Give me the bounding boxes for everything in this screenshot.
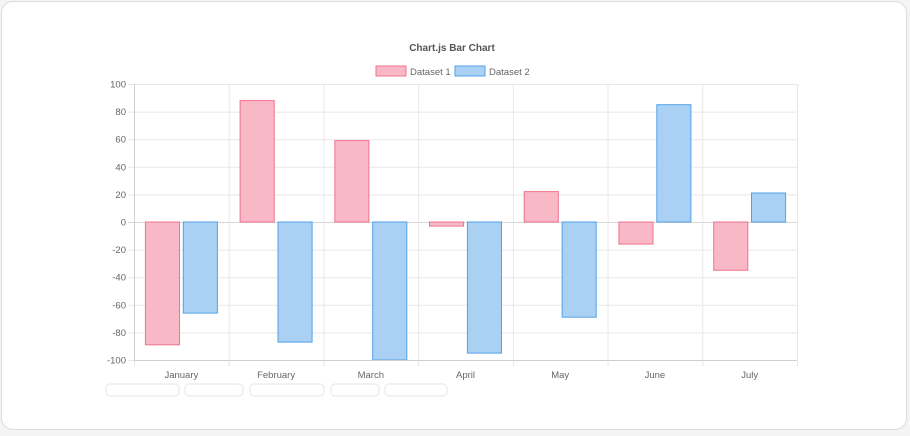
bar-dataset-1-february[interactable]	[239, 100, 275, 223]
bars	[144, 100, 787, 361]
y-tick-label: -80	[112, 328, 126, 339]
chart-title: Chart.js Bar Chart	[409, 43, 495, 54]
axes: 100 80 60 40 20 0 -20 -40 -60 -80 -100 January Febru…	[107, 80, 797, 381]
y-tick-label: -100	[107, 356, 126, 367]
y-tick-label: 0	[121, 218, 126, 229]
legend-swatch-dataset-1[interactable]	[375, 65, 407, 77]
bar-dataset-1-july[interactable]	[713, 221, 749, 271]
y-tick-label: 20	[115, 190, 126, 201]
placeholder-button-4[interactable]	[330, 383, 380, 397]
y-tick-label: -60	[112, 300, 126, 311]
bar-dataset-2-july[interactable]	[751, 192, 787, 223]
x-tick-label: January	[164, 370, 198, 381]
bar-dataset-2-february[interactable]	[277, 221, 313, 343]
y-tick-label: -20	[112, 245, 126, 256]
toolbar-placeholders	[105, 383, 448, 397]
bar-dataset-2-april[interactable]	[466, 221, 502, 354]
y-tick-label: 100	[110, 80, 126, 91]
y-tick-label: 40	[115, 162, 126, 173]
bar-dataset-2-june[interactable]	[656, 104, 692, 223]
x-tick-label: May	[551, 370, 569, 381]
legend-swatch-dataset-2[interactable]	[454, 65, 486, 77]
x-tick-label: July	[741, 370, 758, 381]
y-tick-label: 80	[115, 107, 126, 118]
placeholder-button-5[interactable]	[384, 383, 448, 397]
y-tick-label: -40	[112, 273, 126, 284]
x-tick-label: February	[257, 370, 295, 381]
bar-chart: Chart.js Bar Chart Dataset 1 Dataset 2 1…	[105, 43, 798, 397]
placeholder-button-3[interactable]	[249, 383, 325, 397]
legend-label-dataset-1[interactable]: Dataset 1	[410, 67, 451, 78]
bar-dataset-2-may[interactable]	[561, 221, 597, 318]
legend-label-dataset-2[interactable]: Dataset 2	[489, 67, 530, 78]
chart-card: Chart.js Bar Chart Dataset 1 Dataset 2 1…	[1, 1, 907, 430]
bar-dataset-1-march[interactable]	[334, 140, 370, 223]
chart-legend: Dataset 1 Dataset 2	[375, 65, 530, 78]
y-tick-label: 60	[115, 135, 126, 146]
x-tick-label: March	[358, 370, 384, 381]
placeholder-button-1[interactable]	[105, 383, 180, 397]
placeholder-button-2[interactable]	[184, 383, 244, 397]
bar-dataset-2-january[interactable]	[182, 221, 218, 314]
bar-dataset-1-january[interactable]	[144, 221, 180, 346]
x-tick-label: June	[645, 370, 666, 381]
bar-dataset-2-march[interactable]	[372, 221, 408, 361]
bar-dataset-1-april[interactable]	[429, 221, 465, 227]
bar-dataset-1-may[interactable]	[523, 191, 559, 223]
x-tick-label: April	[456, 370, 475, 381]
bar-dataset-1-june[interactable]	[618, 221, 654, 245]
